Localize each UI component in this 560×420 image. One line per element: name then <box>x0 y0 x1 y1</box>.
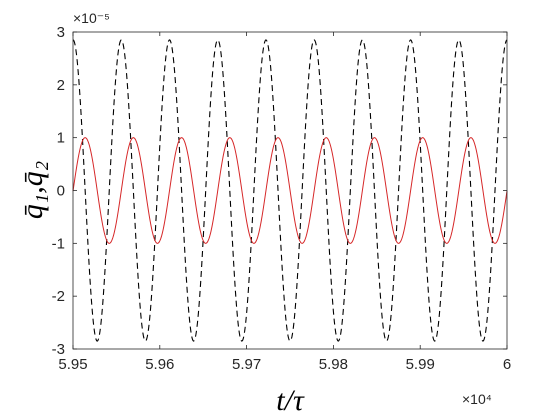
y-tick-label: 2 <box>57 77 65 94</box>
series-solid-line <box>72 137 508 244</box>
y-axis-ticks: -3 -2 -1 0 1 2 3 <box>52 24 507 358</box>
plot-area <box>72 31 508 350</box>
y-tick-label: -2 <box>52 288 65 305</box>
y-exponent-label: ×10⁻⁵ <box>73 10 110 26</box>
x-tick-label: 5.95 <box>58 356 87 373</box>
x-tick-label: 5.97 <box>232 356 261 373</box>
series-dashed-line <box>72 39 508 342</box>
y-tick-label: -1 <box>52 235 65 252</box>
x-tick-label: 5.98 <box>319 356 348 373</box>
y-tick-label: 0 <box>57 183 65 200</box>
x-tick-label: 5.96 <box>145 356 174 373</box>
x-tick-label: 5.99 <box>406 356 435 373</box>
x-axis-label: t/τ <box>276 384 305 417</box>
x-axis-ticks: 5.95 5.96 5.97 5.98 5.99 6 <box>58 32 511 373</box>
series-layer <box>72 39 508 342</box>
y-tick-label: 1 <box>57 130 65 147</box>
x-tick-label: 6 <box>503 356 511 373</box>
y-axis-label: q̄₁,q̄₂ <box>16 161 49 219</box>
y-tick-label: -3 <box>52 341 65 358</box>
x-exponent-label: ×10⁴ <box>462 391 492 407</box>
y-tick-label: 3 <box>57 24 65 41</box>
